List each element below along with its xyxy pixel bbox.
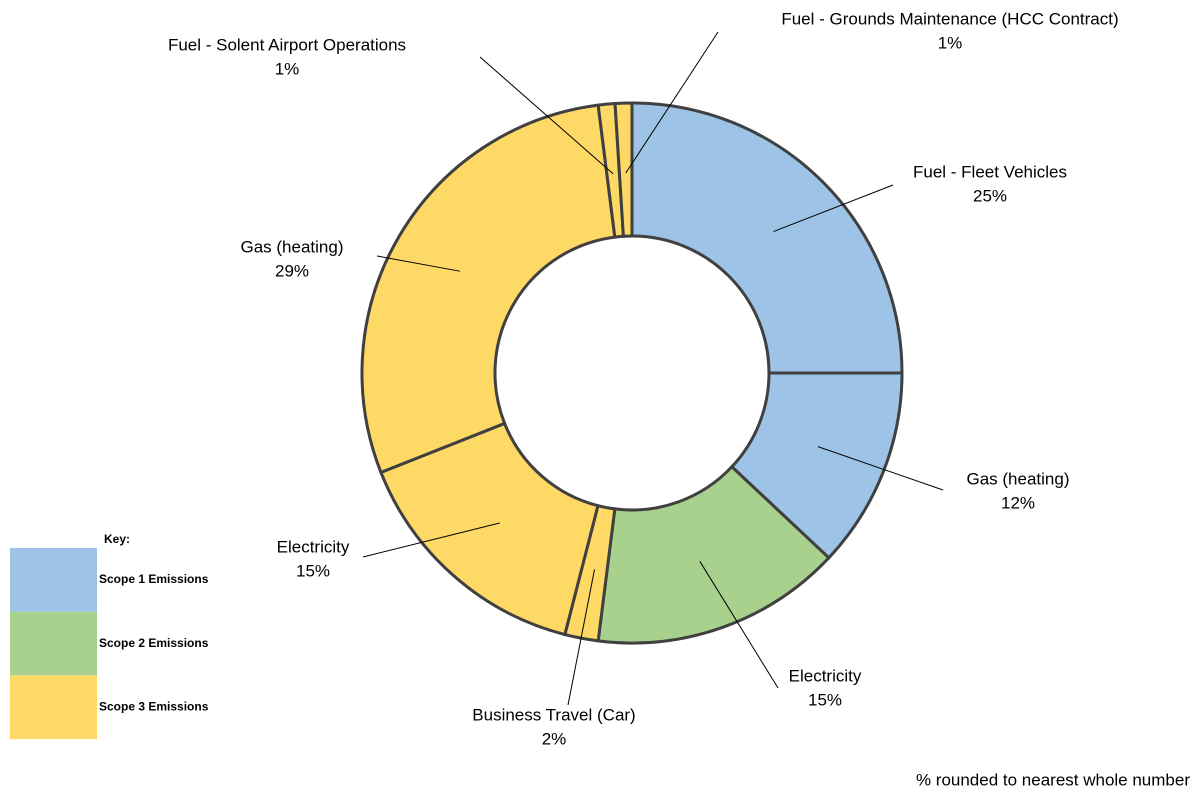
value-label: 29% <box>275 261 309 280</box>
legend-label: Scope 2 Emissions <box>99 636 209 650</box>
value-label: 1% <box>938 33 963 52</box>
slice-label: Business Travel (Car) <box>472 705 635 724</box>
slice-label: Electricity <box>277 537 350 556</box>
leader-line <box>699 560 779 689</box>
slice <box>379 421 600 637</box>
value-label: 2% <box>542 729 567 748</box>
legend-swatch <box>10 611 97 676</box>
slice-label: Fuel - Grounds Maintenance (HCC Contract… <box>781 9 1118 28</box>
legend-title: Key: <box>104 532 130 546</box>
value-label: 12% <box>1001 493 1035 512</box>
slice-label: Electricity <box>789 666 862 685</box>
leader-line <box>817 446 944 491</box>
slice-label: Fuel - Solent Airport Operations <box>168 35 406 54</box>
leader-line <box>773 184 894 233</box>
slice-label: Fuel - Fleet Vehicles <box>913 162 1067 181</box>
legend-swatch <box>10 675 97 740</box>
value-label: 15% <box>296 561 330 580</box>
slice <box>596 464 831 645</box>
legend-swatch <box>10 548 97 612</box>
slice <box>613 101 634 238</box>
value-label: 15% <box>808 690 842 709</box>
slice <box>360 103 617 475</box>
leader-line <box>479 56 614 175</box>
leader-line <box>567 569 596 706</box>
legend-label: Scope 3 Emissions <box>99 700 209 714</box>
value-label: 1% <box>275 59 300 78</box>
note: % rounded to nearest whole number <box>916 770 1190 789</box>
leader-line <box>362 522 500 558</box>
leader-line <box>376 255 460 272</box>
value-label: 25% <box>973 186 1007 205</box>
legend-label: Scope 1 Emissions <box>99 572 209 586</box>
slice-label: Gas (heating) <box>967 469 1070 488</box>
slice-label: Gas (heating) <box>241 237 344 256</box>
leader-line <box>625 31 719 174</box>
slice <box>630 101 904 375</box>
